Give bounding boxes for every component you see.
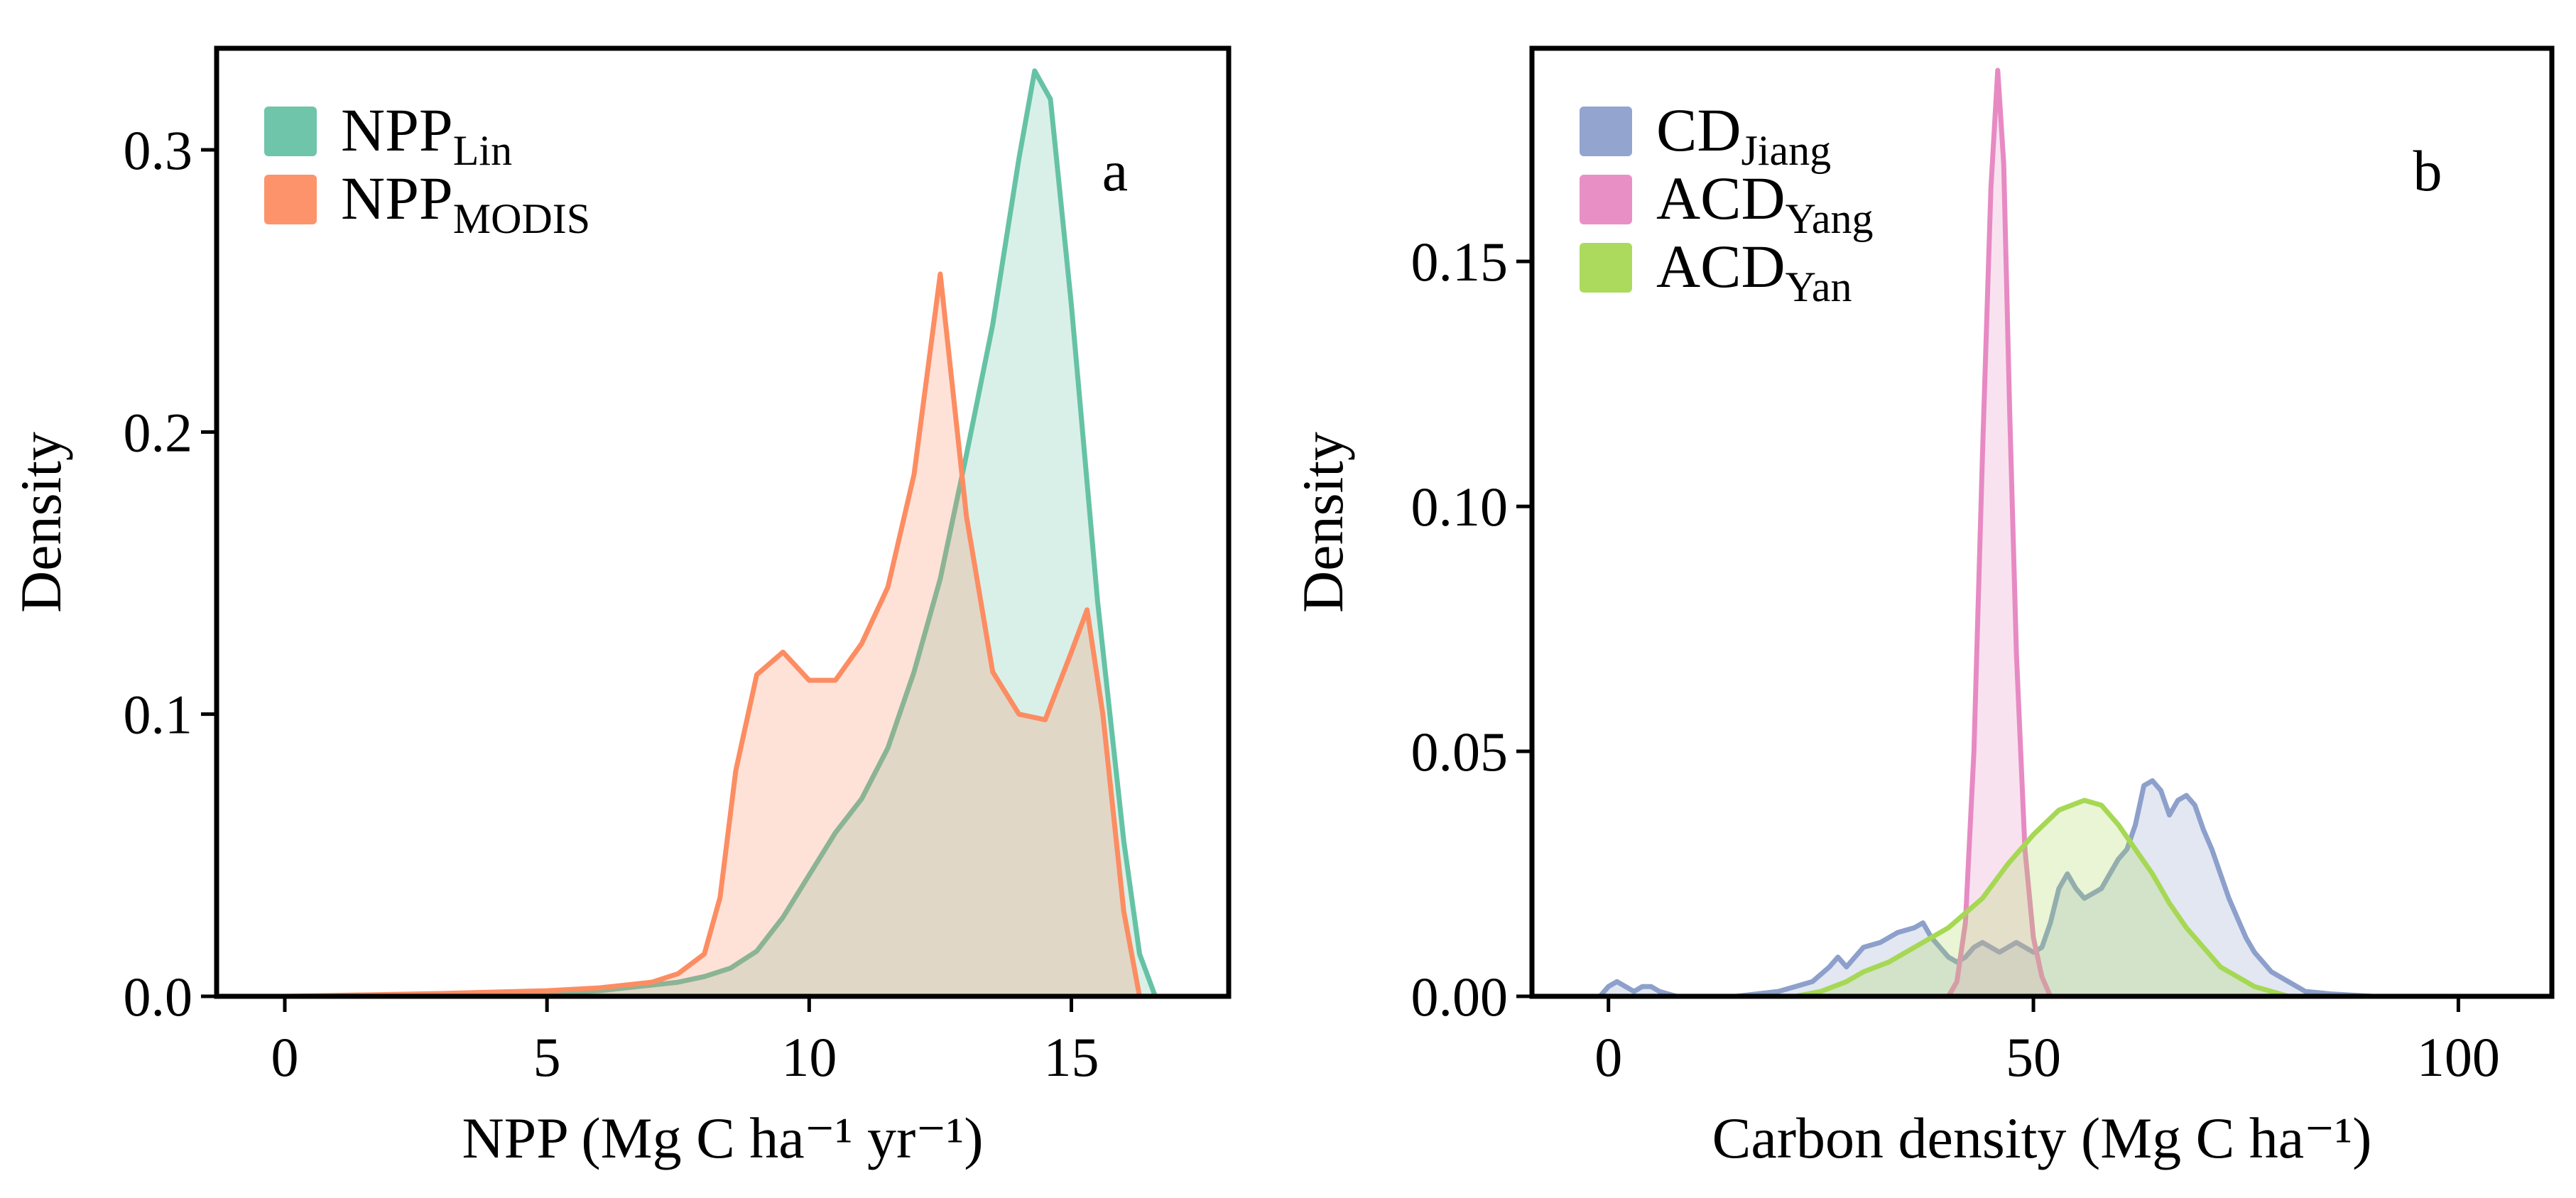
panel-b-y-tick-label: 0.10 — [1411, 476, 1509, 538]
panel-b-frame — [1529, 45, 2555, 999]
legend-label-base: NPP — [341, 164, 453, 232]
panel-a-y-tick-label: 0.1 — [124, 684, 193, 746]
panel-b-x-axis-title: Carbon density (Mg C ha⁻¹) — [1712, 1106, 2372, 1170]
panel-a-area-modis — [285, 273, 1140, 996]
legend-label-modis: NPPMODIS — [341, 164, 590, 242]
panel-a-x-tick-label: 0 — [271, 1026, 298, 1088]
panel-a-line-lin — [282, 68, 1158, 999]
panel-b-y-axis-title: Density — [1290, 432, 1355, 613]
legend-label-base: CD — [1656, 96, 1741, 164]
panel-a-y-axis-title: Density — [9, 432, 73, 613]
legend-label-base: ACD — [1656, 164, 1786, 232]
legend-label-subscript: Yan — [1786, 263, 1852, 310]
legend-label-base: ACD — [1656, 232, 1786, 300]
panel-a-x-tick-label: 15 — [1043, 1026, 1099, 1088]
panel-b-x-tick-label: 50 — [2006, 1026, 2061, 1088]
legend-swatch-jiang — [1580, 107, 1632, 156]
legend-swatch-yang — [1580, 175, 1632, 224]
panel-a-x-axis-title: NPP (Mg C ha⁻¹ yr⁻¹) — [462, 1106, 983, 1170]
panel-a-y-tick-label: 0.3 — [124, 119, 193, 181]
panel-b-y-tick-label: 0.05 — [1411, 721, 1509, 783]
legend-label-subscript: Jiang — [1741, 127, 1831, 174]
panel-b-y-tick-label: 0.00 — [1411, 966, 1509, 1028]
legend-label-jiang: CDJiang — [1656, 96, 1831, 174]
panel-b-line-yan — [1793, 797, 2291, 999]
legend-label-base: NPP — [341, 96, 453, 164]
panel-b-line-yang — [1945, 67, 2053, 999]
panel-b-y-tick-label: 0.15 — [1411, 231, 1509, 293]
panel-b-area-jiang — [1599, 780, 2374, 996]
panel-b-line-jiang — [1597, 778, 2376, 999]
legend-label-yang: ACDYang — [1656, 164, 1874, 242]
legend-label-lin: NPPLin — [341, 96, 512, 174]
panel-a-y-tick-label: 0.0 — [124, 966, 193, 1028]
panel-a-y-tick-label: 0.2 — [124, 401, 193, 463]
legend-swatch-yan — [1580, 243, 1632, 293]
panel-a-area-lin — [285, 70, 1156, 996]
panel-a-x-tick-label: 10 — [781, 1026, 837, 1088]
panel-a-label: a — [1102, 138, 1128, 203]
panel-b-x-tick-label: 100 — [2417, 1026, 2500, 1088]
panel-b-x-tick-label: 0 — [1594, 1026, 1622, 1088]
legend-swatch-modis — [264, 175, 317, 224]
legend-label-subscript: MODIS — [453, 195, 590, 242]
panel-a-frame — [214, 45, 1232, 999]
panel-b-label: b — [2413, 138, 2442, 203]
legend-label-subscript: Yang — [1786, 195, 1874, 242]
panel-a-x-tick-label: 5 — [533, 1026, 561, 1088]
legend-label-subscript: Lin — [453, 127, 512, 174]
legend-label-yan: ACDYan — [1656, 232, 1852, 310]
panel-a-line-modis — [282, 271, 1142, 999]
legend-swatch-lin — [264, 107, 317, 156]
panel-b: 0 50 100 0.000.050.100.15 CDJiangACDYangAC… — [1290, 45, 2555, 1170]
